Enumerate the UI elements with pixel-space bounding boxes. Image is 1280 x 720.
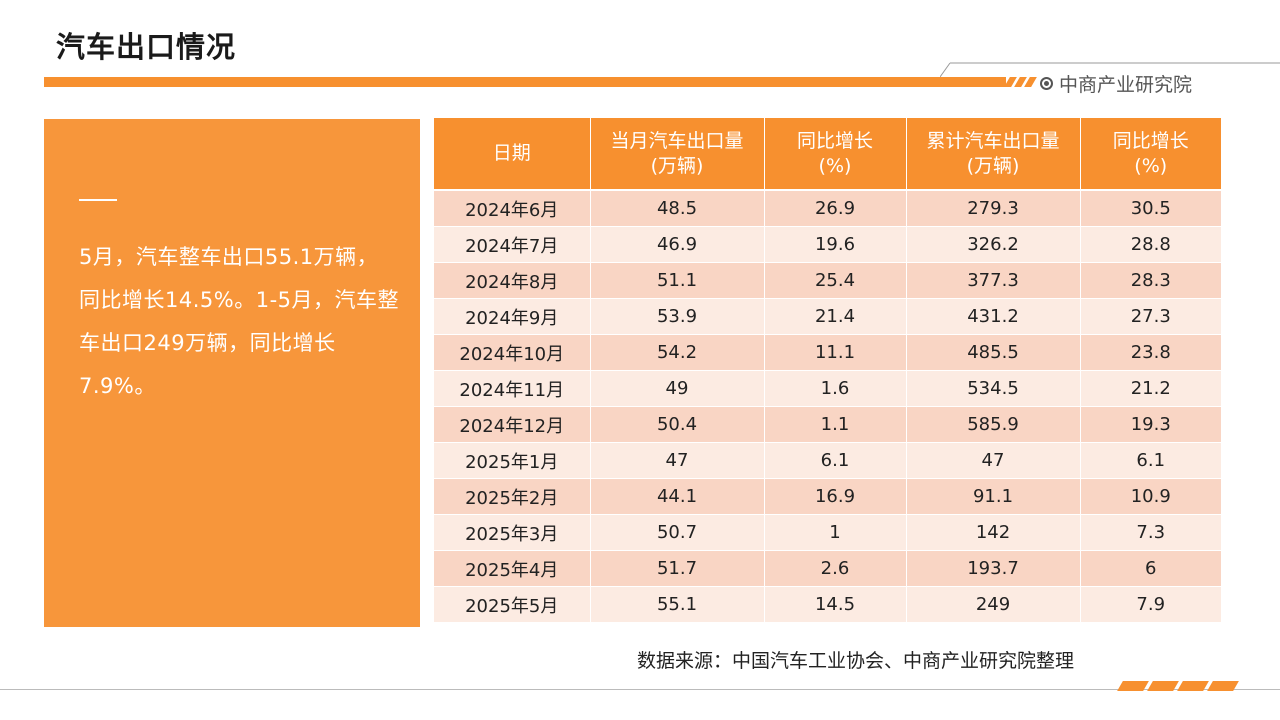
table-header-row: 日期 当月汽车出口量 (万辆) 同比增长 (%) 累计汽车出口量 (万辆) 同比增长 (%) <box>434 118 1221 191</box>
table-cell: 19.6 <box>764 226 907 263</box>
table-cell: 47 <box>590 442 765 479</box>
table-row: 2025年3月 50.7 1 142 7.3 <box>434 514 1221 551</box>
table-cell: 55.1 <box>590 586 765 623</box>
table-cell: 16.9 <box>764 478 907 515</box>
table-cell: 6 <box>1080 550 1221 587</box>
footer-stripes <box>1116 681 1246 691</box>
table-row: 2024年11月 49 1.6 534.5 21.2 <box>434 370 1221 407</box>
table-cell: 2024年8月 <box>434 262 591 299</box>
table-row: 2024年12月 50.4 1.1 585.9 19.3 <box>434 406 1221 443</box>
table-cell: 2.6 <box>764 550 907 587</box>
table-cell: 326.2 <box>906 226 1081 263</box>
table-cell: 2024年11月 <box>434 370 591 407</box>
table-cell: 25.4 <box>764 262 907 299</box>
table-cell: 7.9 <box>1080 586 1221 623</box>
table-cell: 377.3 <box>906 262 1081 299</box>
table-cell: 10.9 <box>1080 478 1221 515</box>
table-cell: 1 <box>764 514 907 551</box>
table-cell: 2024年9月 <box>434 298 591 335</box>
table-row: 2024年7月 46.9 19.6 326.2 28.8 <box>434 226 1221 263</box>
summary-panel: 5月，汽车整车出口55.1万辆，同比增长14.5%。1-5月，汽车整车出口249… <box>44 119 420 627</box>
table-cell: 2024年7月 <box>434 226 591 263</box>
table-cell: 1.6 <box>764 370 907 407</box>
table-cell: 26.9 <box>764 190 907 227</box>
brand-name: 中商产业研究院 <box>1059 74 1193 96</box>
table-cell: 2025年3月 <box>434 514 591 551</box>
table-cell: 2024年12月 <box>434 406 591 443</box>
table-cell: 54.2 <box>590 334 765 371</box>
export-data-table: 日期 当月汽车出口量 (万辆) 同比增长 (%) 累计汽车出口量 (万辆) 同比增长 (%) 2… <box>434 118 1221 623</box>
table-cell: 2025年5月 <box>434 586 591 623</box>
table-row: 2024年10月 54.2 11.1 485.5 23.8 <box>434 334 1221 371</box>
column-header: 同比增长 (%) <box>1080 118 1221 191</box>
table-cell: 2024年6月 <box>434 190 591 227</box>
table-cell: 91.1 <box>906 478 1081 515</box>
footer-divider <box>0 689 1280 690</box>
table-cell: 27.3 <box>1080 298 1221 335</box>
column-header: 当月汽车出口量 (万辆) <box>590 118 765 191</box>
table-cell: 7.3 <box>1080 514 1221 551</box>
table-cell: 142 <box>906 514 1081 551</box>
table-cell: 193.7 <box>906 550 1081 587</box>
table-cell: 28.3 <box>1080 262 1221 299</box>
table-cell: 51.7 <box>590 550 765 587</box>
table-cell: 21.2 <box>1080 370 1221 407</box>
data-source-note: 数据来源：中国汽车工业协会、中商产业研究院整理 <box>637 650 1075 672</box>
table-cell: 279.3 <box>906 190 1081 227</box>
table-row: 2025年2月 44.1 16.9 91.1 10.9 <box>434 478 1221 515</box>
table-cell: 534.5 <box>906 370 1081 407</box>
table-cell: 30.5 <box>1080 190 1221 227</box>
table-row: 2024年6月 48.5 26.9 279.3 30.5 <box>434 190 1221 227</box>
header-accent-bar <box>44 77 1006 87</box>
table-cell: 48.5 <box>590 190 765 227</box>
table-cell: 2024年10月 <box>434 334 591 371</box>
table-cell: 249 <box>906 586 1081 623</box>
table-cell: 2025年1月 <box>434 442 591 479</box>
table-cell: 49 <box>590 370 765 407</box>
summary-text: 5月，汽车整车出口55.1万辆，同比增长14.5%。1-5月，汽车整车出口249… <box>79 245 400 398</box>
column-header: 累计汽车出口量 (万辆) <box>906 118 1081 191</box>
table-body: 2024年6月 48.5 26.9 279.3 30.5 2024年7月 46.9 19.6 3… <box>434 190 1221 623</box>
table-cell: 28.8 <box>1080 226 1221 263</box>
table-cell: 6.1 <box>764 442 907 479</box>
brand-icon <box>1040 77 1053 90</box>
table-row: 2025年4月 51.7 2.6 193.7 6 <box>434 550 1221 587</box>
header-divider-line <box>940 62 1280 78</box>
table-cell: 44.1 <box>590 478 765 515</box>
table-cell: 431.2 <box>906 298 1081 335</box>
table-cell: 46.9 <box>590 226 765 263</box>
table-row: 2025年5月 55.1 14.5 249 7.9 <box>434 586 1221 623</box>
table-cell: 21.4 <box>764 298 907 335</box>
table-row: 2024年9月 53.9 21.4 431.2 27.3 <box>434 298 1221 335</box>
table-cell: 485.5 <box>906 334 1081 371</box>
table-cell: 14.5 <box>764 586 907 623</box>
table-row: 2025年1月 47 6.1 47 6.1 <box>434 442 1221 479</box>
table-cell: 50.7 <box>590 514 765 551</box>
table-cell: 19.3 <box>1080 406 1221 443</box>
summary-divider <box>79 199 117 201</box>
page-title: 汽车出口情况 <box>56 30 237 64</box>
table-cell: 1.1 <box>764 406 907 443</box>
table-cell: 585.9 <box>906 406 1081 443</box>
table-cell: 47 <box>906 442 1081 479</box>
brand-logo: 中商产业研究院 <box>1040 70 1192 97</box>
table-cell: 53.9 <box>590 298 765 335</box>
column-header: 同比增长 (%) <box>764 118 907 191</box>
column-header: 日期 <box>434 118 591 191</box>
table-cell: 23.8 <box>1080 334 1221 371</box>
header-stripes <box>1004 77 1037 87</box>
table-cell: 2025年4月 <box>434 550 591 587</box>
table-cell: 51.1 <box>590 262 765 299</box>
table-cell: 6.1 <box>1080 442 1221 479</box>
table-cell: 50.4 <box>590 406 765 443</box>
table-cell: 2025年2月 <box>434 478 591 515</box>
table-cell: 11.1 <box>764 334 907 371</box>
table-row: 2024年8月 51.1 25.4 377.3 28.3 <box>434 262 1221 299</box>
